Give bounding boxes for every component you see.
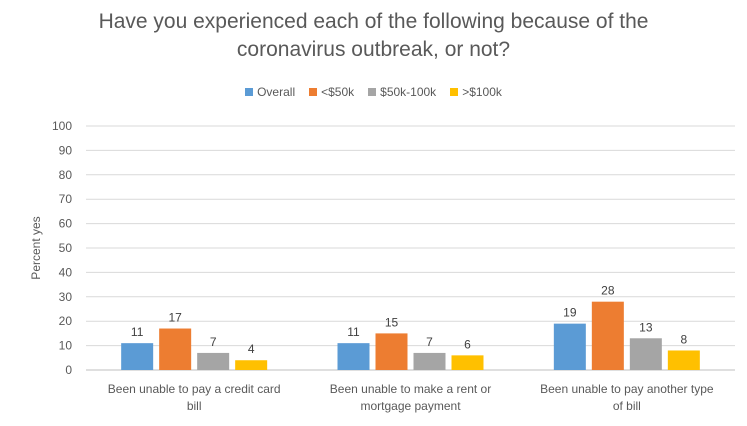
bar: [121, 343, 154, 370]
y-tick-label: 100: [52, 119, 72, 133]
x-tick-label: Been unable to make a rent or: [330, 382, 491, 396]
legend-label: >$100k: [462, 85, 502, 99]
data-label: 4: [248, 342, 255, 356]
bar: [591, 301, 624, 370]
data-label: 13: [639, 320, 653, 334]
y-tick-label: 50: [59, 241, 73, 255]
legend-swatch: [450, 88, 459, 96]
legend-item-50k-100k: $50k-100k: [368, 85, 436, 99]
y-tick-label: 40: [59, 265, 73, 279]
x-tick-label: bill: [187, 399, 202, 413]
bar: [667, 350, 700, 370]
data-label: 19: [563, 306, 577, 320]
chart-legend: Overall <$50k $50k-100k >$100k: [0, 85, 747, 99]
x-tick-label: Been unable to pay another type: [540, 382, 714, 396]
y-axis-label: Percent yes: [29, 216, 43, 279]
x-tick-label: Been unable to pay a credit card: [108, 382, 281, 396]
x-tick-label: of bill: [613, 399, 641, 413]
gridlines: 0 10 20 30 40 50 60 70 80 90 100: [52, 119, 735, 377]
data-label: 6: [464, 337, 471, 351]
bar: [553, 323, 586, 370]
bar: [413, 352, 446, 370]
bar: [629, 338, 662, 370]
legend-label: <$50k: [321, 85, 355, 99]
data-label: 15: [385, 315, 399, 329]
y-tick-label: 70: [59, 192, 73, 206]
legend-label: Overall: [257, 85, 296, 99]
data-label: 8: [680, 332, 687, 346]
legend-item-under-50k: <$50k: [309, 85, 354, 99]
y-tick-label: 30: [59, 290, 73, 304]
bar: [451, 355, 484, 370]
x-tick-label: mortgage payment: [360, 399, 461, 413]
bar: [197, 352, 230, 370]
data-label: 28: [601, 284, 615, 298]
legend-label: $50k-100k: [380, 85, 437, 99]
y-tick-label: 20: [59, 314, 73, 328]
data-label: 17: [168, 311, 182, 325]
y-tick-label: 0: [65, 363, 72, 377]
bar: [375, 333, 408, 370]
data-label: 11: [131, 325, 144, 339]
y-tick-label: 10: [59, 339, 73, 353]
bar: [337, 343, 370, 370]
legend-swatch: [309, 88, 318, 96]
chart-title: Have you experienced each of the followi…: [0, 8, 747, 64]
data-label: 7: [426, 335, 433, 349]
legend-item-overall: Overall: [245, 85, 295, 99]
legend-swatch: [245, 88, 254, 96]
x-axis-labels: Been unable to pay a credit card bill Been…: [108, 382, 714, 413]
y-tick-label: 90: [59, 143, 73, 157]
chart-title-line-2: coronavirus outbreak, or not?: [236, 38, 511, 61]
data-label: 7: [210, 335, 217, 349]
legend-item-over-100k: >$100k: [450, 85, 502, 99]
data-label: 11: [347, 325, 360, 339]
bars: 11 17 7 4 11 15 7 6 19 28 13 8: [121, 284, 700, 370]
y-tick-label: 60: [59, 217, 73, 231]
bar: [159, 328, 192, 370]
chart-title-line-1: Have you experienced each of the followi…: [98, 10, 649, 33]
y-tick-label: 80: [59, 168, 73, 182]
legend-swatch: [368, 88, 377, 96]
bar: [235, 360, 268, 370]
